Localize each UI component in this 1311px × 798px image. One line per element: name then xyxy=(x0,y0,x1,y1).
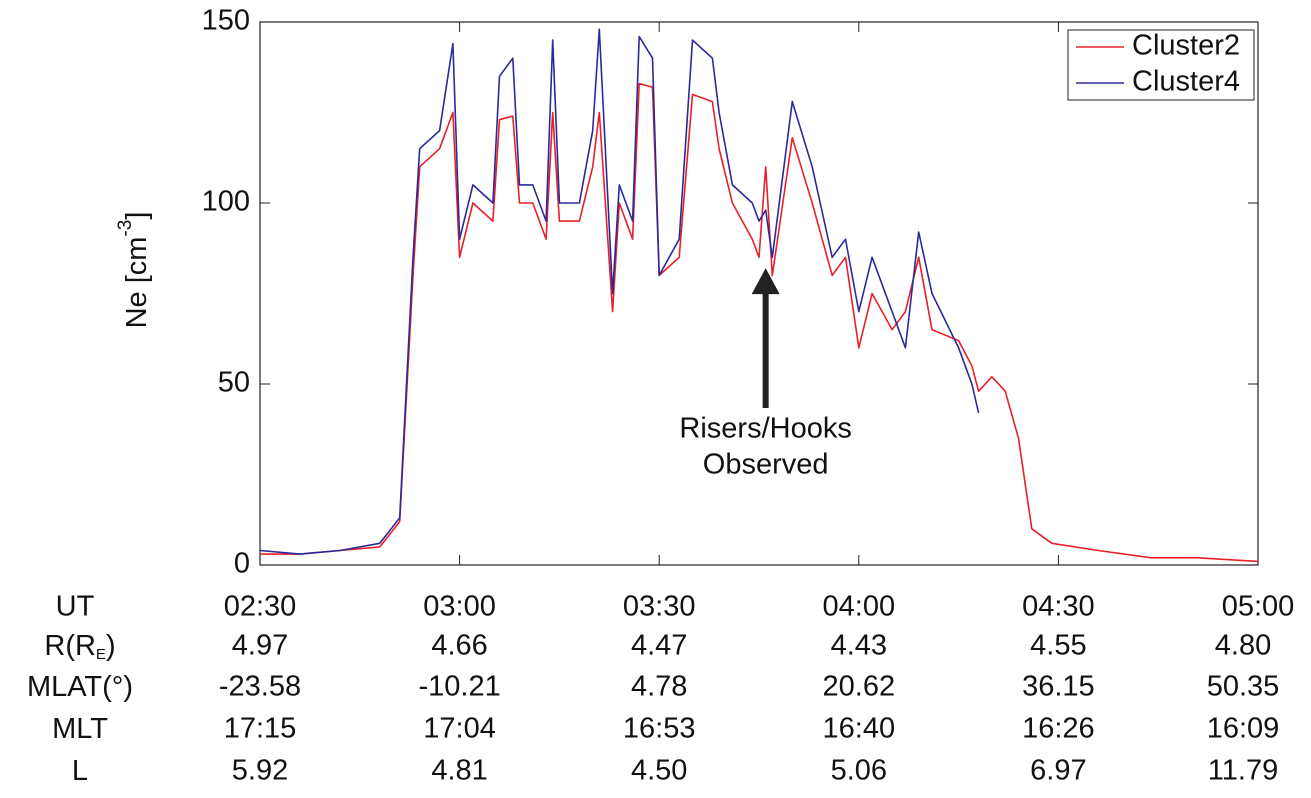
row-label-sub: E xyxy=(96,646,106,663)
row-value: 4.50 xyxy=(631,755,687,787)
row-label-suffix: ) xyxy=(106,630,116,662)
row-value: 20.62 xyxy=(823,671,896,703)
legend-label: Cluster2 xyxy=(1132,30,1240,62)
y-tick-label: 50 xyxy=(218,367,250,399)
row-value: 4.66 xyxy=(431,630,487,662)
row-value: 4.80 xyxy=(1215,630,1271,662)
x-tick-label: 04:00 xyxy=(823,591,896,623)
row-value: 16:53 xyxy=(623,713,696,745)
y-label-text: Ne [cm xyxy=(121,237,153,329)
row-value: 50.35 xyxy=(1207,671,1280,703)
row-value: 17:15 xyxy=(224,713,297,745)
x-tick-label: 03:30 xyxy=(623,591,696,623)
row-label-text: L xyxy=(72,755,88,787)
legend-box xyxy=(1067,29,1255,101)
row-value: -23.58 xyxy=(219,671,301,703)
annotation-text: Risers/Hooks xyxy=(679,413,851,445)
y-label-sup: -3 xyxy=(115,220,136,237)
row-value: 11.79 xyxy=(1208,755,1278,787)
y-tick-label: 0 xyxy=(234,548,250,580)
x-tick-label: 04:30 xyxy=(1022,591,1095,623)
row-value: 16:26 xyxy=(1022,713,1095,745)
series-line xyxy=(259,28,980,555)
row-value: 4.97 xyxy=(232,630,288,662)
x-tick-label: 05:00 xyxy=(1222,591,1295,623)
x-tick-label: 03:00 xyxy=(423,591,496,623)
y-tick-label: 100 xyxy=(202,186,250,218)
row-value: 4.55 xyxy=(1030,630,1086,662)
row-value: -10.21 xyxy=(418,671,500,703)
row-label-text: R(R xyxy=(44,630,96,662)
row-value: 5.92 xyxy=(232,755,288,787)
row-value: 36.15 xyxy=(1022,671,1095,703)
row-label: MLAT(°) xyxy=(27,671,133,703)
y-axis-label: Ne [cm-3] xyxy=(115,212,153,329)
plot-frame xyxy=(259,21,1259,566)
row-label: R(RE) xyxy=(44,630,115,663)
series-line xyxy=(260,82,1259,563)
annotation-text: Observed xyxy=(703,449,829,481)
row-label-text: MLAT(°) xyxy=(27,671,133,703)
legend-label: Cluster4 xyxy=(1132,66,1240,98)
row-value: 6.97 xyxy=(1030,755,1086,787)
row-value: 4.81 xyxy=(431,755,487,787)
row-label-text: MLT xyxy=(52,713,108,745)
x-tick-label: 02:30 xyxy=(224,591,297,623)
row-value: 4.78 xyxy=(631,671,687,703)
y-tick-label: 150 xyxy=(202,5,250,37)
table-header: UT xyxy=(56,591,95,623)
row-value: 16:40 xyxy=(823,713,896,745)
y-label-suffix: ] xyxy=(121,212,153,220)
row-value: 5.06 xyxy=(831,755,887,787)
row-value: 16:09 xyxy=(1207,713,1280,745)
row-value: 4.43 xyxy=(831,630,887,662)
row-value: 4.47 xyxy=(631,630,687,662)
row-value: 17:04 xyxy=(423,713,496,745)
row-label: L xyxy=(72,755,88,787)
annotation-arrow-head xyxy=(751,268,780,295)
row-label: MLT xyxy=(52,713,108,745)
